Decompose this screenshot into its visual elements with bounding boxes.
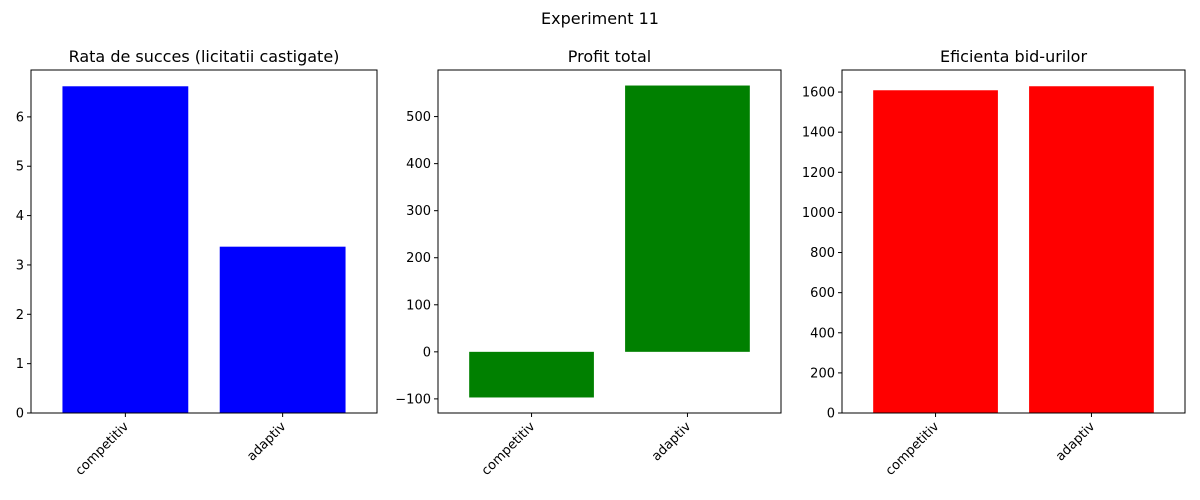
bar-competitiv <box>873 90 998 413</box>
y-tick-label: 1400 <box>802 126 835 141</box>
y-tick-label: 200 <box>810 366 835 381</box>
y-tick-label: 1200 <box>802 166 835 181</box>
y-tick-label: 400 <box>810 326 835 341</box>
x-tick-label: competitiv <box>479 419 539 479</box>
y-tick-label: 800 <box>810 246 835 261</box>
y-tick-label: 100 <box>406 298 431 313</box>
y-tick-label: 1600 <box>802 86 835 101</box>
y-tick-label: 500 <box>406 110 431 125</box>
y-tick-label: 600 <box>810 286 835 301</box>
bar-competitiv <box>469 351 594 398</box>
bar-adaptiv <box>1029 86 1154 413</box>
y-tick-label: 4 <box>16 209 24 224</box>
x-tick-label: adaptiv <box>649 419 694 464</box>
y-tick-label: 0 <box>16 407 24 422</box>
axes-frame <box>30 69 378 414</box>
chart-title: Profit total <box>568 47 651 66</box>
y-tick-label: 0 <box>827 407 835 422</box>
x-tick-label: competitiv <box>883 419 943 479</box>
figure-title: Experiment 11 <box>541 9 659 28</box>
chart-panel-3: Eficienta bid-urilor 0 200 400 600 800 1000 120… <box>802 47 1186 479</box>
y-tick-label: 3 <box>16 258 24 273</box>
x-tick-label: adaptiv <box>244 419 289 464</box>
y-tick-label: 400 <box>406 157 431 172</box>
y-tick-label: 300 <box>406 204 431 219</box>
x-tick-label: adaptiv <box>1053 419 1098 464</box>
y-tick-label: 200 <box>406 251 431 266</box>
axes-frame <box>841 69 1186 414</box>
y-tick-label: 5 <box>16 160 24 175</box>
bar-competitiv <box>62 86 189 414</box>
y-tick-label: 2 <box>16 308 24 323</box>
chart-title: Rata de succes (licitatii castigate) <box>69 47 340 66</box>
chart-panel-1: Rata de succes (licitatii castigate) 0 1 2 3… <box>16 47 378 479</box>
y-tick-label: 6 <box>16 110 24 125</box>
chart-title: Eficienta bid-urilor <box>940 47 1088 66</box>
y-tick-label: 1 <box>16 357 24 372</box>
bar-adaptiv <box>625 85 750 352</box>
bar-adaptiv <box>219 246 346 413</box>
x-tick-label: competitiv <box>73 419 133 479</box>
y-tick-label: −100 <box>395 392 431 407</box>
chart-panel-2: Profit total −100 0 100 200 300 400 500 competit… <box>395 47 782 479</box>
y-tick-label: 1000 <box>802 206 835 221</box>
y-tick-label: 0 <box>423 345 431 360</box>
axes-frame <box>437 69 782 414</box>
